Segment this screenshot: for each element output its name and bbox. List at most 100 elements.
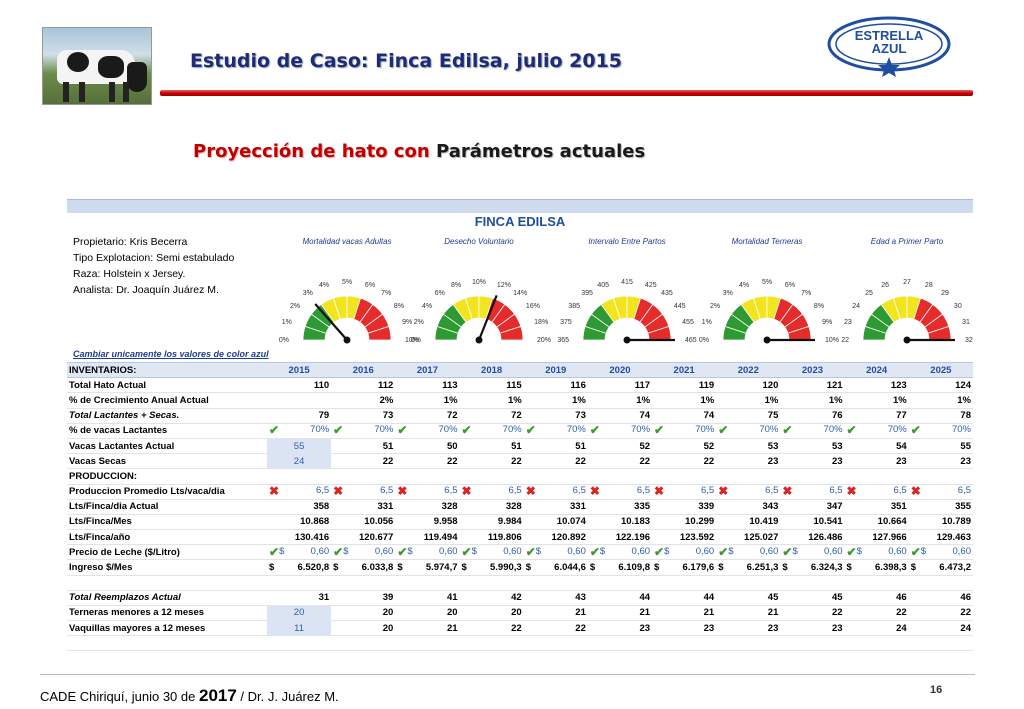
table-cell: 119.494 [395,529,460,546]
cell-value: 6.251,3 [746,562,779,574]
footer-pre: CADE Chiriquí, junio 30 de [40,689,199,704]
table-cell: 9.984 [459,514,524,531]
table-cell: 76 [780,408,845,424]
analyst-text: Analista: Dr. Joaquín Juárez M. [73,284,219,296]
cell-value: 0,60 [631,545,651,557]
gauge-hub [623,336,631,344]
gauge-tick-label: 4% [739,282,749,289]
table-cell: 23 [844,453,909,470]
farm-name: FINCA EDILSA [474,214,566,229]
empty-cell [908,575,973,591]
gauge-title-2: Desecho Voluntario [444,237,514,246]
cell-value: 121 [826,379,843,391]
check-icon: ✔ [654,544,665,559]
table-cell: 50 [395,438,460,455]
cell-value: 75 [767,410,779,422]
footer-post: / Dr. J. Juárez M. [236,689,339,704]
gauge-tick-label: 0% [411,337,421,344]
currency-symbol: $ [589,562,596,574]
currency-symbol: $ [846,562,852,574]
cell-value: 1% [507,394,522,406]
table-row: Total Reemplazos Actual 31 39 41 42 43 44 44 45 4… [67,590,973,606]
table-cell: 10.664 [844,514,909,531]
gauge-tick-label: 14% [513,290,527,297]
cell-value: 0,60 [888,545,907,557]
table-cell[interactable]: 55 [267,438,332,455]
cell-value: 0,60 [952,545,972,557]
table-cell: 120 [716,377,781,394]
cell-value: 31 [318,592,330,604]
check-icon: ✔ [910,544,921,559]
gauge-needle [477,294,498,341]
table-cell: ✖ 6,5 [652,484,717,500]
gauge-tick-label: 31 [962,319,970,326]
table-cell: 116 [523,377,588,394]
gauge-tick-label: 25 [865,290,873,297]
table-cell: 1% [908,392,973,409]
gauge-tick-label: 2% [710,303,720,310]
year-header-cell: 2017 [395,361,460,379]
cell-value: 6.033,8 [361,562,394,574]
check-icon: ✔ [397,544,408,559]
farm-info: Propietario: Kris Becerra Tipo Explotaci… [73,234,234,298]
inventory-header-label: INVENTARIOS: [67,361,267,379]
cross-icon: ✖ [525,484,536,499]
cell-value: 21 [767,607,779,619]
table-row: % de vacas Lactantes ✔ 70% ✔ 70% ✔ 70% ✔ 70% ✔ 70%… [67,423,973,439]
cell-value: 0,60 [374,545,394,557]
table-cell: 22 [331,453,396,470]
table-cell: 123 [844,377,909,394]
footer-year: 2017 [198,686,237,705]
gauge-tick-label: 29 [941,290,949,297]
cell-value: 70% [887,424,907,436]
gauge-tick-label: 9% [822,319,832,326]
check-icon: ✔ [461,423,472,438]
spacer-row [67,575,973,591]
breed-text: Raza: Holstein x Jersey. [73,268,186,280]
table-row: Vaquillas mayores a 12 meses 11 20 21 22 22 23… [67,620,973,637]
table-cell: 122.196 [587,529,653,546]
table-cell[interactable]: 20 [267,605,332,622]
table-row: Vacas Secas 24 22 22 22 22 22 22 23 23 23 23 [67,453,973,470]
cell-value: 351 [890,501,907,513]
table-cell[interactable]: 11 [267,620,332,637]
gauge-needle [314,303,348,341]
cell-value: 120.677 [359,531,394,543]
cell-value: 23 [767,455,779,467]
table-row: Lts/Finca/año 130.416 120.677 119.494 119.80… [67,529,973,546]
table-cell: 115 [459,377,524,394]
table-cell: 125.027 [716,529,781,546]
empty-cell [267,575,332,591]
cell-value: 6.179,6 [682,562,715,574]
cell-value: 0,60 [503,545,522,557]
gauge-tick-label: 22 [841,337,849,344]
row-label: PRODUCCION: [67,468,267,485]
check-icon: ✔ [269,544,280,559]
table-cell: 339 [652,499,717,515]
currency-symbol: $ [856,545,862,557]
footer-text: CADE Chiriquí, junio 30 de 2017 / Dr. J.… [40,686,339,706]
cell-value: 55 [960,440,971,452]
empty-cell [844,468,909,485]
currency-symbol: $ [279,545,285,557]
cell-value: 70% [438,424,458,436]
gauge-tick-label: 4% [422,303,432,310]
table-cell[interactable]: 24 [267,453,332,470]
table-cell: 78 [908,408,973,424]
currency-symbol: $ [461,562,467,574]
cell-value: 22 [639,455,651,467]
table-cell: 46 [908,590,973,606]
gauge-tick-label: 365 [557,337,569,344]
cross-icon: ✖ [654,484,665,499]
empty-cell [716,575,781,591]
cow-photo [42,27,152,105]
cell-value: 22 [511,455,522,467]
table-cell: 31 [267,590,332,606]
row-label: Total Reemplazos Actual [67,590,267,606]
table-cell: 335 [587,499,653,515]
currency-symbol: $ [535,545,542,557]
table-cell: 23 [587,620,653,637]
cell-value: 6.109,8 [618,562,651,574]
table-cell: ✔ 70% [395,423,460,439]
table-cell: $6.179,6 [652,559,717,576]
